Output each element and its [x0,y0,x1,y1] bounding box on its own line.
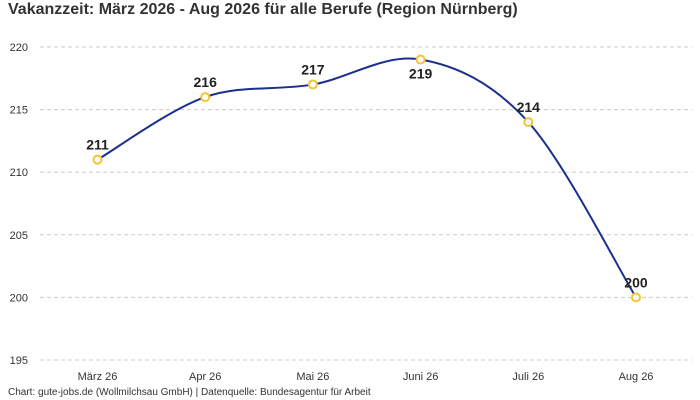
y-tick-label: 220 [10,42,28,54]
x-tick-label: Aug 26 [619,371,654,383]
y-tick-label: 210 [10,167,28,179]
chart-source-footer: Chart: gute-jobs.de (Wollmilchsau GmbH) … [8,387,371,398]
y-tick-label: 215 [10,105,28,117]
data-points [92,54,641,303]
data-label: 214 [517,99,541,115]
data-point[interactable] [523,117,534,128]
data-point[interactable] [92,154,103,165]
data-point[interactable] [307,79,318,90]
data-point[interactable] [631,292,641,303]
chart-title: Vakanzzeit: März 2026 - Aug 2026 für all… [8,1,518,18]
data-point[interactable] [200,92,211,103]
x-tick-label: März 26 [78,371,118,383]
data-labels: 211 216 217 219 214 200 [86,62,648,291]
gridlines [40,46,692,361]
data-label: 219 [409,66,433,82]
y-tick-label: 200 [10,292,28,304]
x-tick-label: Juli 26 [512,371,544,383]
series-line-path [96,57,637,298]
data-label: 217 [301,62,325,78]
y-tick-label: 195 [10,355,28,367]
series-line [96,57,637,298]
x-tick-label: Mai 26 [296,371,329,383]
y-axis-ticks: 195 200 205 210 215 220 [10,42,28,367]
data-label: 211 [86,137,109,153]
data-point[interactable] [415,54,426,65]
x-tick-label: Juni 26 [403,371,438,383]
data-label: 216 [194,74,218,90]
data-label: 200 [624,274,648,290]
x-tick-label: Apr 26 [189,371,221,383]
y-tick-label: 205 [10,230,28,242]
x-axis-ticks: März 26 Apr 26 Mai 26 Juni 26 Juli 26 Aug 26 [78,371,654,383]
